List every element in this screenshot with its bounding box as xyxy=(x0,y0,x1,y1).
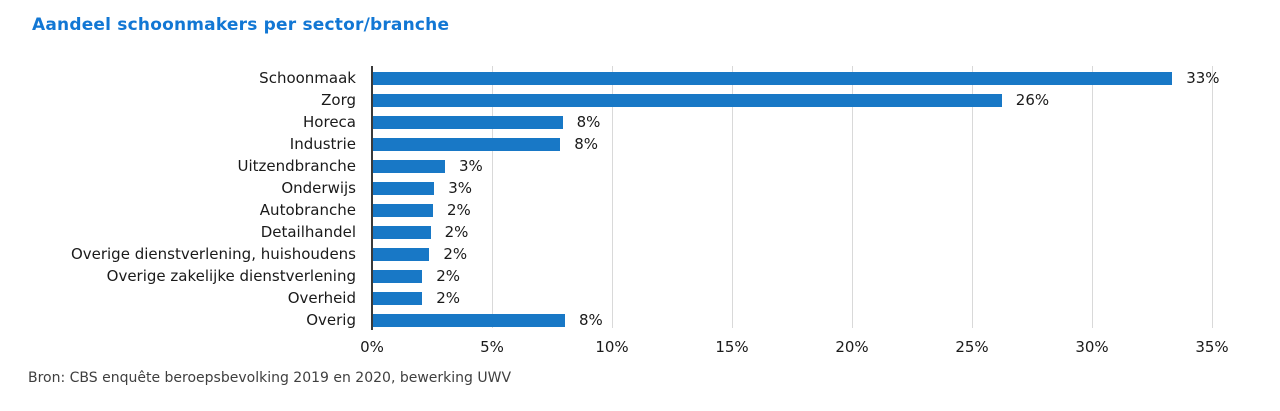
y-axis-line xyxy=(371,66,373,330)
bar-track: 2% xyxy=(373,221,1213,243)
value-label: 2% xyxy=(436,289,460,307)
bar-track: 3% xyxy=(373,155,1213,177)
bar-track: 2% xyxy=(373,243,1213,265)
chart-row: Horeca 8% xyxy=(0,111,1260,133)
category-label: Onderwijs xyxy=(281,179,356,197)
x-axis-tick-labels: 0% 5% 10% 15% 20% 25% 30% 35% xyxy=(360,338,1229,358)
chart-title: Aandeel schoonmakers per sector/branche xyxy=(32,15,450,35)
bar xyxy=(373,181,435,195)
value-label: 8% xyxy=(579,311,603,329)
value-label: 8% xyxy=(576,113,601,131)
gridline xyxy=(1092,66,1093,328)
bar xyxy=(373,269,423,283)
x-tick-label: 15% xyxy=(715,338,749,356)
bar-track: 2% xyxy=(373,265,1213,287)
value-label: 3% xyxy=(448,179,472,197)
bar xyxy=(373,93,1002,107)
bar-track: 26% xyxy=(373,89,1213,111)
chart-row: Overige dienstverlening, huishoudens 2% xyxy=(0,243,1260,265)
gridline xyxy=(732,66,733,328)
bar xyxy=(373,313,565,327)
gridline xyxy=(1212,66,1213,328)
x-tick-label: 0% xyxy=(360,338,384,356)
category-label: Uitzendbranche xyxy=(237,157,356,175)
category-label: Industrie xyxy=(289,135,356,153)
category-label: Detailhandel xyxy=(260,223,356,241)
x-tick-label: 35% xyxy=(1195,338,1229,356)
bar-track: 2% xyxy=(373,199,1213,221)
value-label: 2% xyxy=(436,267,460,285)
value-label: 33% xyxy=(1186,69,1220,87)
category-label: Autobranche xyxy=(259,201,356,219)
bar xyxy=(373,247,430,261)
bar xyxy=(373,203,433,217)
bar-track: 33% xyxy=(373,67,1220,89)
x-tick-label: 20% xyxy=(835,338,869,356)
category-label: Horeca xyxy=(303,113,356,131)
chart-row: Schoonmaak 33% xyxy=(0,67,1260,89)
chart-row: Autobranche 2% xyxy=(0,199,1260,221)
value-label: 8% xyxy=(574,135,598,153)
chart-row: Zorg 26% xyxy=(0,89,1260,111)
value-label: 26% xyxy=(1015,91,1050,109)
bar xyxy=(373,71,1173,85)
gridline xyxy=(852,66,853,328)
gridline xyxy=(492,66,493,328)
chart-row: Onderwijs 3% xyxy=(0,177,1260,199)
value-label: 2% xyxy=(444,223,469,241)
gridline xyxy=(972,66,973,328)
value-label: 2% xyxy=(447,201,471,219)
bar-track: 3% xyxy=(373,177,1213,199)
x-tick-label: 25% xyxy=(955,338,989,356)
bar-track: 8% xyxy=(373,133,1213,155)
value-label: 3% xyxy=(459,157,483,175)
chart-row: Overig 8% xyxy=(0,309,1260,331)
category-label: Schoonmaak xyxy=(259,69,356,87)
category-label: Overige zakelijke dienstverlening xyxy=(106,267,356,285)
category-label: Zorg xyxy=(321,91,356,109)
bar xyxy=(373,291,423,305)
chart-row: Industrie 8% xyxy=(0,133,1260,155)
bar-track: 2% xyxy=(373,287,1213,309)
chart-row: Overheid 2% xyxy=(0,287,1260,309)
bar xyxy=(373,115,563,129)
gridline xyxy=(612,66,613,328)
category-label: Overig xyxy=(306,311,356,329)
value-label: 2% xyxy=(443,245,468,263)
plot-gridlines xyxy=(372,66,1213,328)
bar-track: 8% xyxy=(373,111,1213,133)
category-label: Overige dienstverlening, huishoudens xyxy=(70,245,356,263)
category-label: Overheid xyxy=(287,289,356,307)
bar xyxy=(373,225,431,239)
bar-track: 8% xyxy=(373,309,1213,331)
chart-row: Detailhandel 2% xyxy=(0,221,1260,243)
x-tick-label: 30% xyxy=(1075,338,1109,356)
source-note: Bron: CBS enquête beroepsbevolking 2019 … xyxy=(28,370,512,386)
x-tick-label: 10% xyxy=(595,338,629,356)
chart-row: Uitzendbranche 3% xyxy=(0,155,1260,177)
bar-chart: Schoonmaak 33% Zorg 26% Horeca 8% Industrie 8% U… xyxy=(0,67,1260,331)
x-tick-label: 5% xyxy=(480,338,504,356)
bar xyxy=(373,159,445,173)
chart-row: Overige zakelijke dienstverlening 2% xyxy=(0,265,1260,287)
bar xyxy=(373,137,561,151)
